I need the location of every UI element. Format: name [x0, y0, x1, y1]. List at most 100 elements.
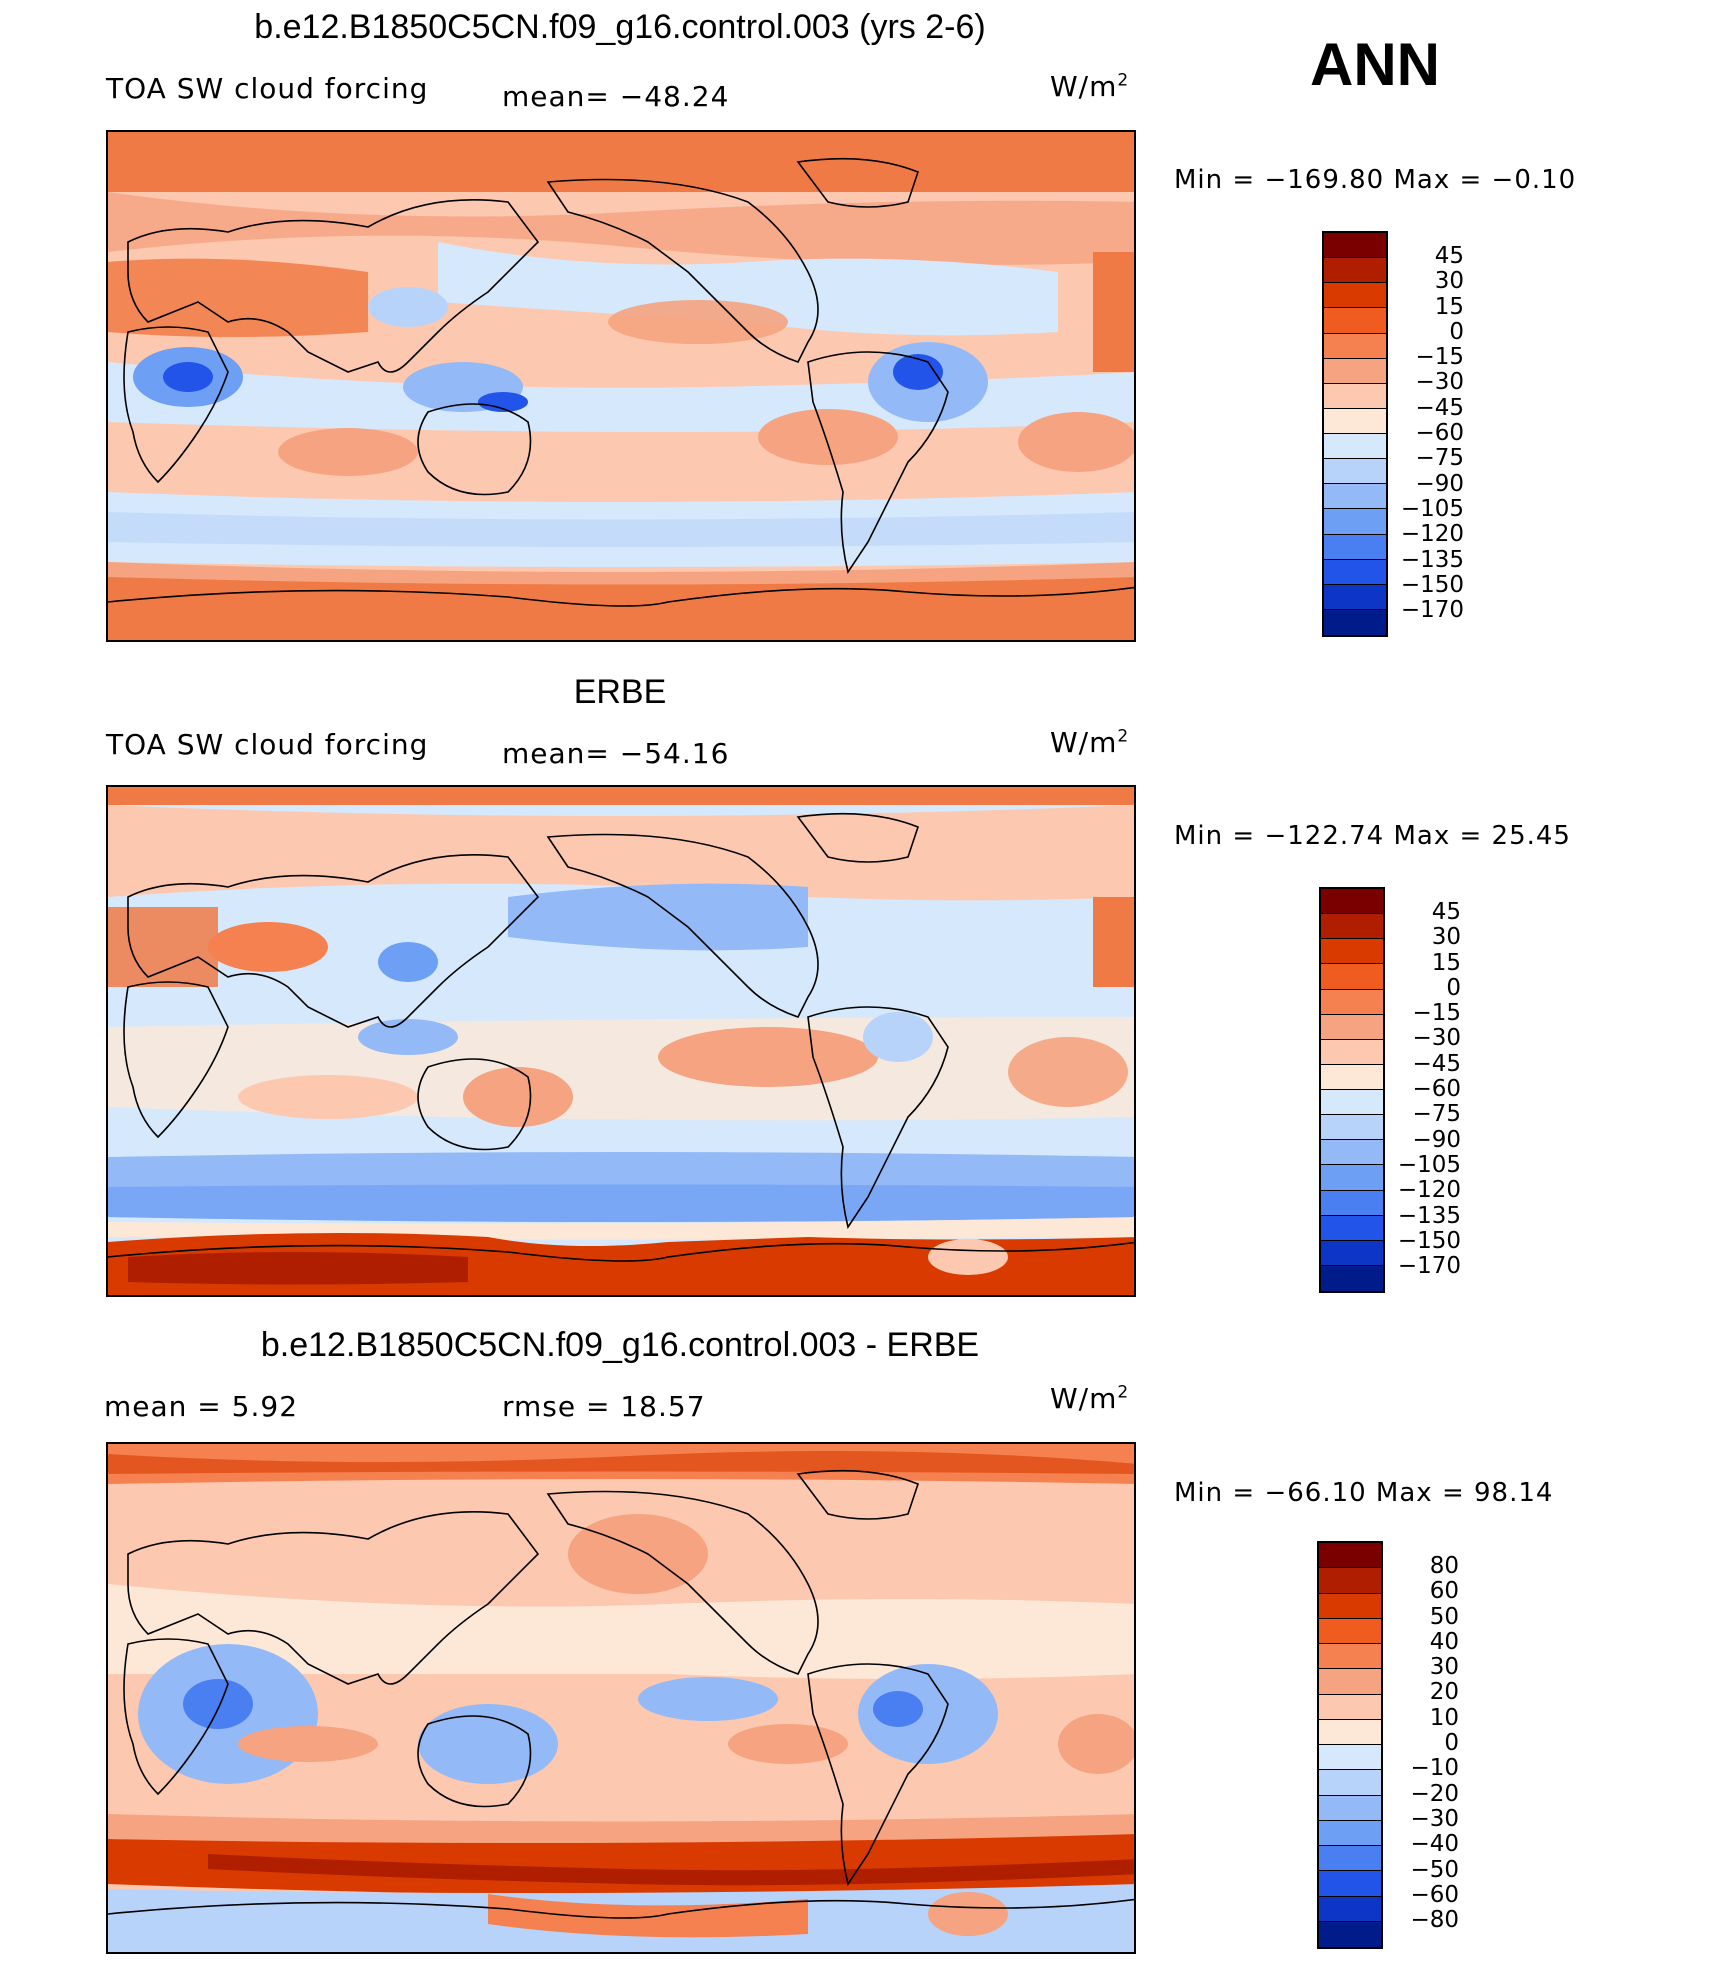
colorbar-tick-label: −120	[1397, 1177, 1461, 1204]
panel2-variable: TOA SW cloud forcing	[106, 728, 429, 761]
colorbar-swatch	[1321, 1115, 1383, 1141]
colorbar-swatch	[1319, 1644, 1381, 1670]
colorbar-swatch	[1324, 333, 1386, 359]
colorbar-tick-label: −75	[1412, 1101, 1461, 1128]
colorbar-tick-label: −45	[1415, 394, 1464, 421]
colorbar-tick-label: −40	[1410, 1831, 1459, 1858]
colorbar-tick-label: −90	[1415, 470, 1464, 497]
colorbar-tick-label: −135	[1397, 1202, 1461, 1229]
colorbar-tick-label: −50	[1410, 1856, 1459, 1883]
colorbar-tick-label: −15	[1412, 1000, 1461, 1027]
colorbar-tick-label: −105	[1400, 495, 1464, 522]
colorbar-swatch	[1324, 258, 1386, 284]
colorbar-tick-label: −135	[1400, 546, 1464, 573]
panel3-colorbar	[1317, 1541, 1383, 1949]
colorbar-tick-label: −60	[1412, 1076, 1461, 1103]
colorbar-swatch	[1321, 1240, 1383, 1266]
colorbar-swatch	[1321, 1265, 1383, 1291]
colorbar-swatch	[1321, 1039, 1383, 1065]
colorbar-tick-label: −120	[1400, 521, 1464, 548]
colorbar-swatch	[1319, 1669, 1381, 1695]
colorbar-tick-label: −20	[1410, 1780, 1459, 1807]
colorbar-swatch	[1324, 434, 1386, 460]
colorbar-tick-label: −170	[1397, 1253, 1461, 1280]
colorbar-swatch	[1321, 1215, 1383, 1241]
colorbar-tick-label: −30	[1415, 369, 1464, 396]
panel3-rmse: rmse = 18.57	[502, 1390, 706, 1423]
panel1-map	[106, 130, 1136, 642]
colorbar-swatch	[1319, 1770, 1381, 1796]
colorbar-tick-label: 15	[1434, 293, 1464, 320]
colorbar-tick-label: 40	[1429, 1628, 1459, 1655]
panel2-map	[106, 785, 1136, 1297]
panel1-title: b.e12.B1850C5CN.f09_g16.control.003 (yrs…	[254, 8, 986, 46]
colorbar-tick-label: −150	[1400, 571, 1464, 598]
colorbar-swatch	[1321, 1165, 1383, 1191]
panel2-units: W/m2	[1050, 726, 1130, 759]
colorbar-swatch	[1319, 1719, 1381, 1745]
colorbar-tick-label: 0	[1449, 318, 1464, 345]
colorbar-tick-label: −30	[1412, 1025, 1461, 1052]
colorbar-tick-label: 15	[1431, 949, 1461, 976]
colorbar-swatch	[1319, 1896, 1381, 1922]
panel2-mean: mean= −54.16	[502, 737, 730, 770]
panel1-units: W/m2	[1050, 70, 1130, 103]
colorbar-tick-label: 30	[1429, 1654, 1459, 1681]
panel3-units: W/m2	[1050, 1382, 1130, 1415]
colorbar-swatch	[1321, 939, 1383, 965]
colorbar-tick-label: 20	[1429, 1679, 1459, 1706]
colorbar-swatch	[1324, 484, 1386, 510]
panel1-variable: TOA SW cloud forcing	[106, 72, 429, 105]
panel3-mean: mean = 5.92	[104, 1390, 299, 1423]
colorbar-swatch	[1319, 1820, 1381, 1846]
colorbar-swatch	[1324, 233, 1386, 259]
panel1-colorbar-labels: 45 30 15 0 −15 −30 −45 −60 −75 −90 −105 −120 −135 −15…	[1382, 243, 1464, 624]
colorbar-swatch	[1319, 1618, 1381, 1644]
colorbar-swatch	[1321, 1064, 1383, 1090]
colorbar-swatch	[1319, 1846, 1381, 1872]
colorbar-tick-label: −60	[1415, 420, 1464, 447]
panel2-colorbar-labels: 45 30 15 0 −15 −30 −45 −60 −75 −90 −105 −120 −135 −15…	[1379, 899, 1461, 1280]
colorbar-swatch	[1324, 584, 1386, 610]
colorbar-tick-label: 30	[1434, 268, 1464, 295]
colorbar-tick-label: 45	[1434, 243, 1464, 269]
panel2-colorbar	[1319, 887, 1385, 1293]
colorbar-swatch	[1324, 408, 1386, 434]
colorbar-tick-label: −80	[1410, 1907, 1459, 1934]
colorbar-swatch	[1324, 358, 1386, 384]
colorbar-swatch	[1324, 459, 1386, 485]
colorbar-swatch	[1321, 1014, 1383, 1040]
colorbar-tick-label: 80	[1429, 1553, 1459, 1579]
colorbar-tick-label: −30	[1410, 1805, 1459, 1832]
panel3-map	[106, 1442, 1136, 1954]
colorbar-swatch	[1324, 383, 1386, 409]
colorbar-swatch	[1319, 1745, 1381, 1771]
panel2-title: ERBE	[573, 673, 667, 711]
colorbar-swatch	[1324, 534, 1386, 560]
colorbar-tick-label: −15	[1415, 344, 1464, 371]
colorbar-swatch	[1324, 308, 1386, 334]
colorbar-swatch	[1321, 989, 1383, 1015]
colorbar-tick-label: 50	[1429, 1603, 1459, 1630]
colorbar-tick-label: −90	[1412, 1126, 1461, 1153]
colorbar-swatch	[1319, 1871, 1381, 1897]
colorbar-swatch	[1319, 1568, 1381, 1594]
colorbar-tick-label: 30	[1431, 924, 1461, 951]
panel1-minmax: Min = −169.80 Max = −0.10	[1174, 165, 1577, 195]
colorbar-swatch	[1321, 914, 1383, 940]
colorbar-tick-label: 10	[1429, 1704, 1459, 1731]
colorbar-swatch	[1321, 889, 1383, 915]
colorbar-tick-label: −75	[1415, 445, 1464, 472]
colorbar-tick-label: 60	[1429, 1578, 1459, 1605]
panel1-mean: mean= −48.24	[502, 80, 730, 113]
colorbar-tick-label: 0	[1446, 974, 1461, 1001]
colorbar-tick-label: −45	[1412, 1050, 1461, 1077]
colorbar-tick-label: −105	[1397, 1151, 1461, 1178]
colorbar-swatch	[1321, 964, 1383, 990]
panel2-minmax: Min = −122.74 Max = 25.45	[1174, 821, 1571, 851]
colorbar-tick-label: −170	[1400, 597, 1464, 624]
colorbar-swatch	[1319, 1543, 1381, 1569]
colorbar-swatch	[1321, 1190, 1383, 1216]
panel1-colorbar	[1322, 231, 1388, 637]
colorbar-swatch	[1321, 1140, 1383, 1166]
